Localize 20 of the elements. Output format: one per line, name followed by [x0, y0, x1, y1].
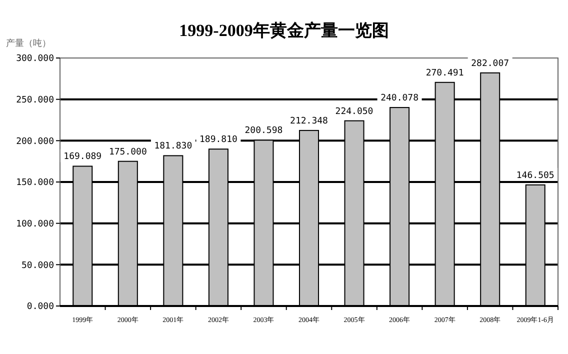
- data-label: 240.078: [380, 94, 419, 104]
- data-label: 146.505: [516, 170, 554, 181]
- y-tick-label: 0.000: [26, 302, 54, 312]
- y-tick-label: 300.000: [16, 54, 54, 64]
- data-label: 224.050: [335, 106, 374, 117]
- data-label: 181.830: [154, 142, 192, 152]
- y-tick-label: 100.000: [16, 219, 54, 230]
- y-axis-title: 产量（吨）: [6, 38, 51, 48]
- chart-title: 1999-2009年黄金产量一览图: [179, 21, 389, 40]
- data-label: 189.810: [199, 135, 238, 146]
- data-label: 212.348: [290, 116, 328, 126]
- y-tick-label: 150.000: [16, 178, 54, 188]
- data-label: 270.491: [426, 68, 464, 78]
- y-tick-label: 50.000: [21, 260, 54, 271]
- data-label: 175.000: [108, 147, 147, 158]
- y-tick-label: 250.000: [16, 95, 54, 106]
- data-label: 282.007: [471, 58, 510, 69]
- y-tick-label: 200.000: [16, 136, 54, 147]
- data-label: 169.089: [64, 152, 102, 162]
- data-label: 200.598: [244, 126, 283, 136]
